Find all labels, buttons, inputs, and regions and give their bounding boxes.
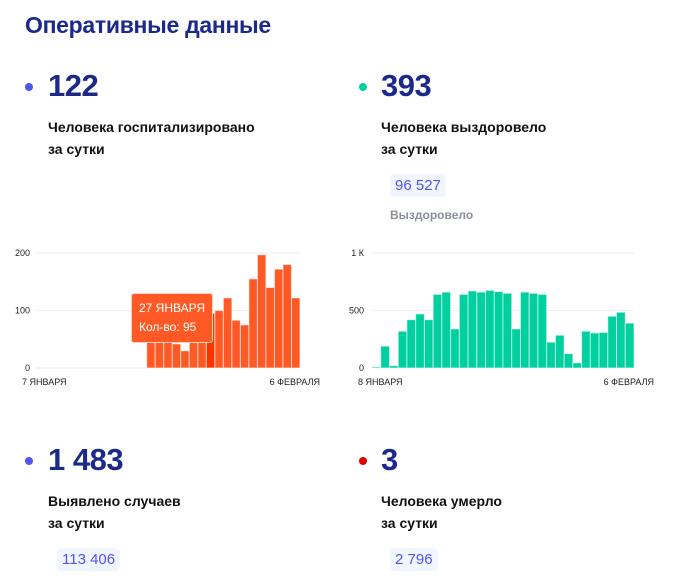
bar (467, 290, 478, 369)
y-tick-label: 0 (25, 363, 30, 373)
bar (450, 328, 460, 369)
y-tick-label: 1 К (351, 248, 365, 258)
bar (397, 330, 408, 369)
y-tick-label: 0 (359, 363, 364, 373)
bar (537, 293, 548, 369)
label-line: за сутки (48, 141, 105, 157)
bar (231, 319, 241, 369)
bar (458, 293, 469, 369)
cases-label: Выявлено случаев за сутки (48, 490, 181, 534)
deaths-dot-icon (359, 457, 367, 465)
bar (371, 366, 382, 369)
bar (607, 315, 618, 369)
bar (273, 268, 284, 369)
label-line: Человека умерло (381, 493, 502, 509)
bar (432, 293, 443, 369)
cases-dot-icon (25, 457, 33, 465)
deaths-total-badge: 2 796 (390, 548, 438, 571)
x-label-end: 6 ФЕВРАЛЯ (270, 377, 320, 387)
y-tick-label: 500 (349, 306, 364, 316)
y-tick-label: 200 (15, 248, 30, 258)
bar (415, 313, 425, 369)
page-title: Оперативные данные (25, 12, 271, 38)
bar (485, 289, 495, 369)
x-label-start: 7 ЯНВАРЯ (22, 377, 67, 387)
hospitalized-chart[interactable]: 0 100 200 7 ЯНВАРЯ 6 ФЕВРАЛЯ (0, 240, 330, 390)
recovered-label: Человека выздоровело за сутки (381, 116, 546, 160)
bar (248, 278, 258, 369)
label-line: Человека выздоровело (381, 119, 547, 135)
bar (572, 362, 583, 369)
bar (546, 341, 556, 369)
bar (380, 345, 390, 369)
x-label-start: 8 ЯНВАРЯ (358, 377, 403, 387)
hospitalized-label: Человека госпитализировано за сутки (48, 116, 255, 160)
bar (563, 353, 574, 369)
bar (581, 330, 591, 369)
label-line: за сутки (48, 515, 105, 531)
deaths-value: 3 (381, 442, 398, 477)
bar (214, 310, 224, 369)
tooltip-date: 27 ЯНВАРЯ (139, 301, 206, 315)
bar (476, 291, 487, 369)
bar (171, 343, 182, 369)
cases-value: 1 483 (48, 442, 124, 477)
bar (388, 365, 399, 369)
recovered-chart[interactable]: 0 500 1 К 8 ЯНВАРЯ 6 ФЕВРАЛЯ (330, 240, 670, 390)
tooltip-value: Кол-во: 95 (139, 320, 197, 334)
bar (282, 264, 292, 369)
x-label-end: 6 ФЕВРАЛЯ (604, 377, 654, 387)
bar (222, 297, 233, 369)
label-line: Выявлено случаев (48, 493, 181, 509)
bar (239, 324, 250, 369)
label-line: за сутки (381, 141, 438, 157)
bar (441, 291, 452, 369)
label-line: Человека госпитализировано (48, 119, 255, 135)
bar (554, 334, 565, 369)
bar (265, 287, 275, 369)
recovered-value: 393 (381, 68, 432, 103)
bar (519, 291, 530, 369)
recovered-total-label: Выздоровело (390, 208, 474, 222)
bar (493, 291, 504, 369)
hospitalized-dot-icon (25, 83, 33, 91)
bar (406, 319, 417, 369)
cases-total-badge: 113 406 (57, 548, 121, 571)
bar (616, 311, 626, 369)
chart-tooltip: 27 ЯНВАРЯ Кол-во: 95 (131, 293, 214, 343)
recovered-dot-icon (359, 83, 367, 91)
bar (290, 297, 301, 369)
hospitalized-value: 122 (48, 68, 99, 103)
bar (423, 319, 434, 369)
bar (256, 254, 267, 369)
label-line: за сутки (381, 515, 438, 531)
bar (624, 322, 635, 369)
bar (502, 292, 513, 369)
bar (180, 350, 190, 369)
bar (511, 328, 521, 369)
deaths-label: Человека умерло за сутки (381, 490, 502, 534)
recovered-total-badge: 96 527 (390, 174, 446, 197)
bar (589, 332, 600, 369)
y-tick-label: 100 (15, 306, 30, 316)
bar (598, 331, 609, 369)
bar (528, 292, 539, 369)
